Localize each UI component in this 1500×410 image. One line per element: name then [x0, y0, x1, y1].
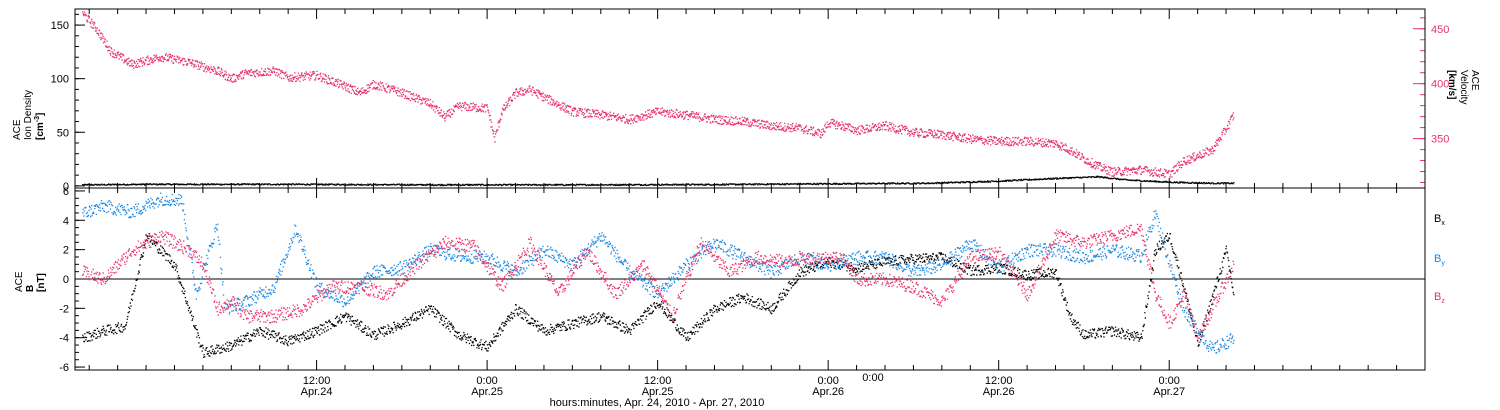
top-left-ylabel-line-2: Ion Density — [23, 90, 34, 140]
bottom-panel-frame — [74, 187, 1426, 371]
x-tick-time-label: 12:00 — [303, 375, 331, 387]
top-right-tick-label: 400 — [1431, 79, 1449, 91]
by-points — [82, 192, 1235, 354]
x-tick-date-label: Apr.24 — [301, 386, 333, 398]
x-tick-time-label: 0:00 — [476, 375, 497, 387]
x-tick-date-label: Apr.27 — [1153, 386, 1185, 398]
legend-bx: Bx — [1434, 213, 1445, 227]
legend-by: By — [1434, 253, 1445, 267]
bottom-left-tick-label: 6 — [63, 186, 69, 198]
bottom-left-ylabel-var: B — [25, 285, 36, 292]
legend-bz: Bz — [1434, 291, 1445, 305]
x-tick-time-label: 12:00 — [985, 375, 1013, 387]
top-right-tick-label: 350 — [1431, 134, 1449, 146]
x-tick-date-label: Apr.26 — [983, 386, 1015, 398]
top-left-tick-label: 100 — [51, 74, 69, 86]
top-right-ylabel: ACE Velocity [km/s] — [1446, 70, 1480, 107]
top-right-tick-label: 450 — [1431, 24, 1449, 36]
x-axis-title: hours:minutes, Apr. 24, 2010 - Apr. 27, … — [550, 397, 765, 409]
x-tick-time-label: 12:00 — [644, 375, 672, 387]
bottom-left-tick-label: 0 — [63, 274, 69, 286]
ion-density-points — [82, 175, 1235, 187]
bottom-left-ylabel: ACE B [nT] — [14, 269, 47, 292]
bottom-left-ylabel-unit: [nT] — [36, 273, 47, 292]
top-left-tick-label: 0 — [63, 181, 69, 193]
x-tick-date-label: Apr.26 — [812, 386, 844, 398]
bottom-left-tick-label: -6 — [59, 362, 69, 374]
x-tick-time-label: 0:00 — [1158, 375, 1179, 387]
x-tick-date-label: Apr.25 — [642, 386, 674, 398]
legend: Bx By Bz — [1434, 213, 1445, 305]
top-right-ylabel-line-1: ACE — [1469, 70, 1480, 91]
top-panel-series — [82, 11, 1235, 187]
bottom-left-tick-label: 2 — [63, 245, 69, 257]
top-left-ylabel: ACE Ion Density [cm-3] — [12, 87, 46, 140]
bottom-panel-series — [82, 192, 1235, 358]
bottom-left-tick-label: -4 — [59, 333, 69, 345]
top-left-tick-label: 50 — [57, 127, 69, 139]
top-panel: 0 50 100 150 350 400 450 ACE Ion Density [cm-3… — [12, 8, 1480, 193]
x-tick-date-label: Apr.25 — [471, 386, 503, 398]
bottom-left-tick-label: -2 — [59, 303, 69, 315]
x-axis-tick-labels: 12:00Apr.240:00Apr.2512:00Apr.250:00Apr.… — [301, 375, 1185, 398]
bottom-panel: -6 -4 -2 0 2 4 6 ACE B [nT] Bx By Bz — [14, 186, 1445, 374]
top-right-ylabel-line-2: Velocity — [1458, 70, 1469, 104]
top-panel-ticks: 0 50 100 150 350 400 450 — [51, 9, 1449, 193]
bottom-left-ylabel-line-1: ACE — [14, 271, 25, 292]
top-left-tick-label: 150 — [51, 20, 69, 32]
top-left-ylabel-line-1: ACE — [12, 119, 23, 140]
top-left-ylabel-unit: [cm-3] — [34, 113, 46, 140]
top-right-ylabel-unit: [km/s] — [1446, 70, 1457, 99]
annotation-label: 0:00 — [862, 372, 883, 384]
x-tick-time-label: 0:00 — [817, 375, 838, 387]
bottom-left-tick-label: 4 — [63, 215, 69, 227]
